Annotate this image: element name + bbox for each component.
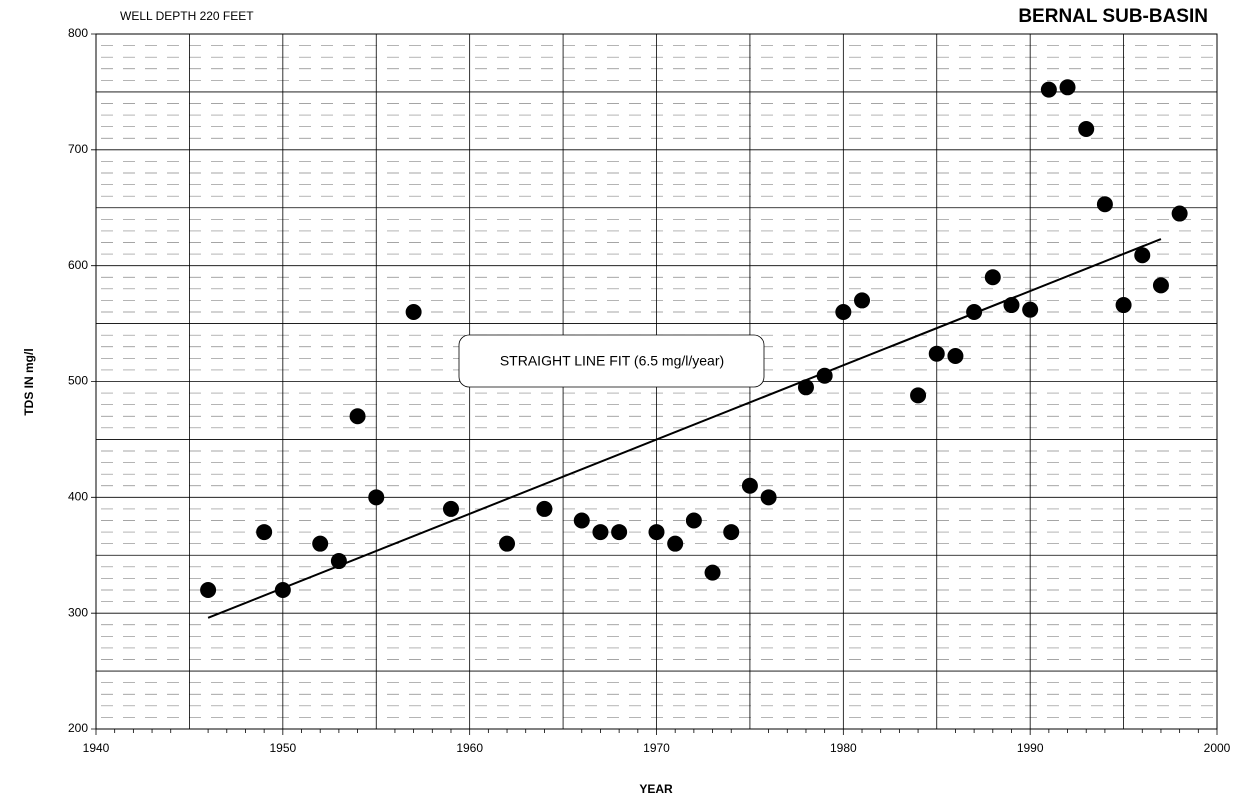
point	[256, 524, 273, 541]
y-tick-label: 700	[68, 142, 88, 156]
point	[648, 524, 665, 541]
point	[611, 524, 628, 541]
point	[349, 408, 366, 425]
point	[592, 524, 609, 541]
point	[1171, 205, 1188, 222]
point	[1078, 120, 1095, 137]
point	[1096, 196, 1113, 213]
point	[704, 564, 721, 581]
y-tick-label: 200	[68, 721, 88, 735]
point	[816, 367, 833, 384]
plot-frame	[95, 33, 1218, 730]
x-tick-label: 1960	[456, 741, 483, 755]
point	[723, 524, 740, 541]
point	[835, 304, 852, 320]
x-tick-label: 1940	[83, 741, 110, 755]
fit-line	[207, 238, 1162, 619]
point	[760, 489, 777, 506]
chart-subtitle: WELL DEPTH 220 FEET	[120, 9, 254, 23]
point	[1040, 81, 1057, 98]
point	[966, 304, 983, 320]
point	[1059, 79, 1076, 96]
point	[797, 379, 814, 396]
y-tick-label: 400	[68, 490, 88, 504]
point	[910, 387, 927, 404]
point	[685, 512, 702, 529]
x-axis-label: YEAR	[639, 782, 673, 796]
y-tick-label: 800	[68, 26, 88, 40]
x-tick-label: 1980	[830, 741, 857, 755]
y-tick-label: 600	[68, 258, 88, 272]
point	[499, 535, 516, 552]
point	[573, 512, 590, 529]
annotation-box	[458, 334, 765, 388]
point	[947, 348, 964, 365]
point	[741, 477, 758, 494]
x-tick-label: 2000	[1204, 741, 1231, 755]
y-tick-label: 500	[68, 374, 88, 388]
point	[667, 535, 684, 552]
x-tick-label: 1990	[1017, 741, 1044, 755]
point	[330, 553, 347, 570]
point	[312, 535, 329, 552]
point	[536, 500, 553, 517]
x-tick-label: 1950	[269, 741, 296, 755]
point	[1152, 277, 1169, 294]
x-tick-label: 1970	[643, 741, 670, 755]
point	[1134, 247, 1151, 264]
point	[1003, 297, 1020, 314]
y-axis-label: TDS IN mg/l	[22, 348, 36, 415]
point	[442, 500, 459, 517]
point	[1115, 297, 1132, 314]
chart-title: BERNAL SUB-BASIN	[1018, 6, 1208, 27]
point	[928, 345, 945, 362]
point	[274, 582, 291, 598]
y-tick-label: 300	[68, 605, 88, 619]
point	[368, 489, 385, 506]
point	[200, 582, 217, 598]
point	[984, 269, 1001, 286]
point	[405, 304, 422, 320]
point	[1022, 301, 1039, 318]
annotation: STRAIGHT LINE FIT (6.5 mg/l/year)	[500, 353, 724, 369]
point	[854, 292, 871, 309]
